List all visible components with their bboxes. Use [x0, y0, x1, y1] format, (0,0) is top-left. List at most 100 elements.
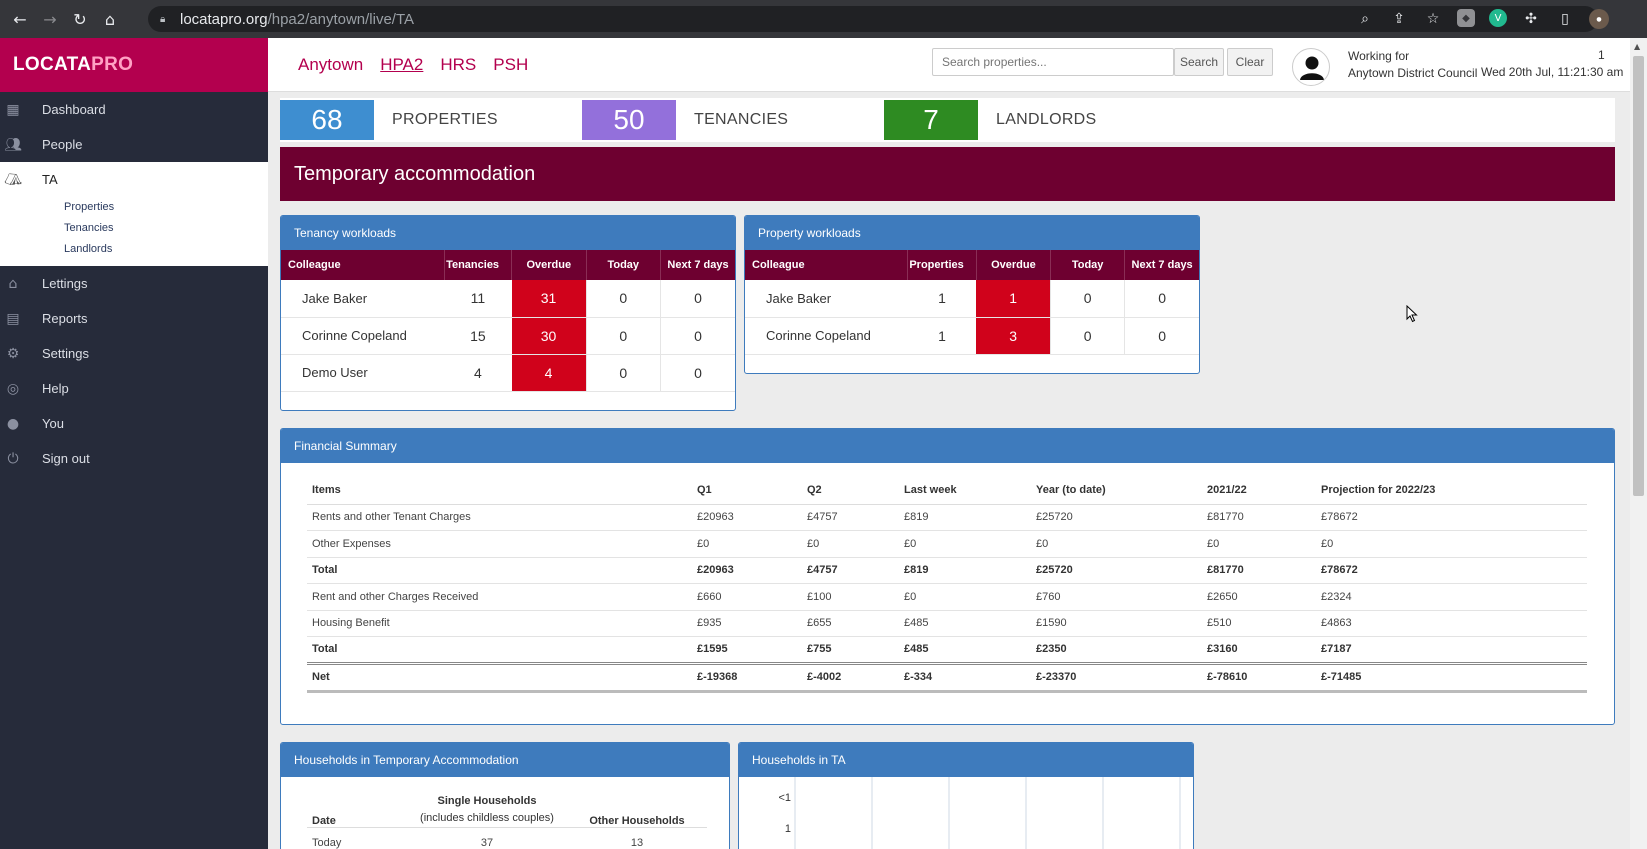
next7-cell[interactable]: 0: [1124, 317, 1199, 355]
table-row[interactable]: Jake Baker 1 1 0 0: [745, 280, 1199, 318]
today-cell[interactable]: 0: [585, 280, 661, 318]
home-icon[interactable]: ⌂: [104, 9, 116, 29]
share-icon[interactable]: ⇪: [1393, 11, 1405, 27]
next7-cell[interactable]: 0: [660, 354, 735, 392]
table-row: Rents and other Tenant Charges £20963 £475…: [307, 504, 1587, 531]
next7-cell[interactable]: 0: [660, 317, 735, 355]
url-text[interactable]: locatapro.org/hpa2/anytown/live/TA: [180, 10, 415, 28]
tenancy-workloads-table: Colleague Tenancies Overdue Today Next 7…: [281, 250, 735, 392]
sidebar-subitem-landlords[interactable]: Landlords: [64, 243, 113, 255]
brand-logo[interactable]: LOCATA PRO: [0, 38, 268, 92]
today-cell[interactable]: 0: [585, 354, 661, 392]
stat-value: 7: [884, 100, 978, 140]
sidebar-item-sign-out[interactable]: ⏻ Sign out: [0, 441, 268, 476]
column-header: Single Households (includes childless co…: [407, 793, 567, 828]
sidebar-item-ta[interactable]: ⛺︎ TA: [0, 162, 268, 197]
sidebar-subitem-properties[interactable]: Properties: [64, 201, 115, 213]
avatar[interactable]: [1292, 48, 1330, 86]
count-cell[interactable]: 1: [907, 317, 977, 355]
amount-cell: £0: [802, 530, 899, 558]
search-button[interactable]: Search: [1174, 48, 1224, 76]
count-cell[interactable]: 15: [444, 317, 512, 355]
panel-title: Households in TA: [739, 743, 1193, 777]
sidebar-item-settings[interactable]: ⚙ Settings: [0, 336, 268, 371]
count-cell[interactable]: 1: [907, 280, 977, 318]
overdue-cell[interactable]: 1: [976, 280, 1051, 318]
table-row[interactable]: Corinne Copeland 15 30 0 0: [281, 317, 735, 355]
sidebar-item-help[interactable]: ◎ Help: [0, 371, 268, 406]
search-input[interactable]: [932, 48, 1174, 76]
today-cell[interactable]: 0: [1049, 280, 1125, 318]
next7-cell[interactable]: 0: [1124, 280, 1199, 318]
table-row[interactable]: Demo User 4 4 0 0: [281, 354, 735, 392]
single-households-label: Single Households: [437, 795, 537, 807]
next7-cell[interactable]: 0: [660, 280, 735, 318]
column-header: Q1: [692, 477, 802, 505]
zoom-icon[interactable]: ⌕: [1361, 11, 1369, 27]
sidebar-item-dashboard[interactable]: ▦ Dashboard: [0, 92, 268, 127]
today-cell[interactable]: 0: [585, 317, 661, 355]
amount-cell: £-4002: [802, 661, 899, 693]
puzzle-icon[interactable]: ✣: [1525, 11, 1537, 27]
sidebar-item-lettings[interactable]: ⌂ Lettings: [0, 266, 268, 301]
stat-value: 68: [280, 100, 374, 140]
amount-cell: £25720: [1031, 504, 1202, 531]
item-label: Other Expenses: [307, 530, 692, 558]
amount-cell: £-19368: [692, 661, 802, 693]
today-cell[interactable]: 0: [1049, 317, 1125, 355]
sidebar-subitem-tenancies[interactable]: Tenancies: [64, 222, 114, 234]
amount-cell: £760: [1031, 583, 1202, 611]
count-cell[interactable]: 4: [444, 354, 512, 392]
sidebar-item-you[interactable]: ● You: [0, 406, 268, 441]
colleague-name: Corinne Copeland: [281, 317, 445, 355]
amount-cell: £4757: [802, 504, 899, 531]
amount-cell: £-23370: [1031, 661, 1202, 693]
scrollbar-thumb[interactable]: [1633, 56, 1644, 496]
bookmark-star-icon[interactable]: ☆: [1426, 11, 1440, 27]
column-header: Date: [312, 815, 336, 827]
households-table: Date Single Households (includes childle…: [307, 793, 707, 849]
count-cell[interactable]: 11: [444, 280, 512, 318]
grid-icon: ▦: [6, 101, 20, 118]
stat-tenancies[interactable]: 50 TENANCIES: [582, 100, 788, 140]
table-row[interactable]: Jake Baker 11 31 0 0: [281, 280, 735, 318]
stat-landlords[interactable]: 7 LANDLORDS: [884, 100, 1097, 140]
page-scrollbar[interactable]: ▲: [1630, 38, 1647, 849]
amount-cell: £0: [1031, 530, 1202, 558]
topnav-link-anytown[interactable]: Anytown: [298, 55, 364, 74]
profile-avatar-icon[interactable]: ●: [1589, 9, 1609, 29]
amount-cell: £100: [802, 583, 899, 611]
topnav-link-hrs[interactable]: HRS: [440, 55, 477, 74]
amount-cell: £3160: [1202, 636, 1316, 664]
amount-cell: £4757: [802, 557, 899, 584]
sidepanel-icon[interactable]: ▯: [1561, 11, 1569, 27]
amount-cell: £2650: [1202, 583, 1316, 611]
notification-count[interactable]: 1: [1598, 48, 1605, 62]
clear-button[interactable]: Clear: [1227, 48, 1273, 76]
sidebar-item-people[interactable]: 👥︎ People: [0, 127, 268, 162]
reload-icon[interactable]: ↻: [73, 9, 87, 29]
sidebar-item-reports[interactable]: ▤ Reports: [0, 301, 268, 336]
back-icon[interactable]: ←: [13, 9, 27, 29]
top-nav: Anytown HPA2 HRS PSH: [298, 55, 528, 75]
table-row: Total £20963 £4757 £819 £25720 £81770 £78672: [307, 557, 1587, 584]
topnav-link-hpa2[interactable]: HPA2: [380, 55, 424, 74]
table-row[interactable]: Corinne Copeland 1 3 0 0: [745, 317, 1199, 355]
extension-icon[interactable]: ◆: [1457, 9, 1475, 27]
extension-v-icon[interactable]: V: [1489, 9, 1507, 27]
scroll-up-icon[interactable]: ▲: [1634, 42, 1641, 51]
overdue-cell[interactable]: 31: [511, 280, 587, 318]
column-header: Next 7 days: [1124, 250, 1199, 280]
overdue-cell[interactable]: 30: [511, 317, 587, 355]
forward-icon[interactable]: →: [43, 9, 57, 29]
stat-properties[interactable]: 68 PROPERTIES: [280, 100, 498, 140]
overdue-cell[interactable]: 3: [976, 317, 1051, 355]
overdue-cell[interactable]: 4: [511, 354, 587, 392]
topnav-link-psh[interactable]: PSH: [493, 55, 529, 74]
amount-cell: £4863: [1316, 610, 1587, 637]
stat-label: TENANCIES: [694, 111, 789, 128]
amount-cell: £485: [899, 610, 1031, 637]
item-label: Housing Benefit: [307, 610, 692, 637]
column-header: Q2: [802, 477, 899, 505]
address-bar[interactable]: 🔒︎ locatapro.org/hpa2/anytown/live/TA: [148, 6, 1598, 32]
